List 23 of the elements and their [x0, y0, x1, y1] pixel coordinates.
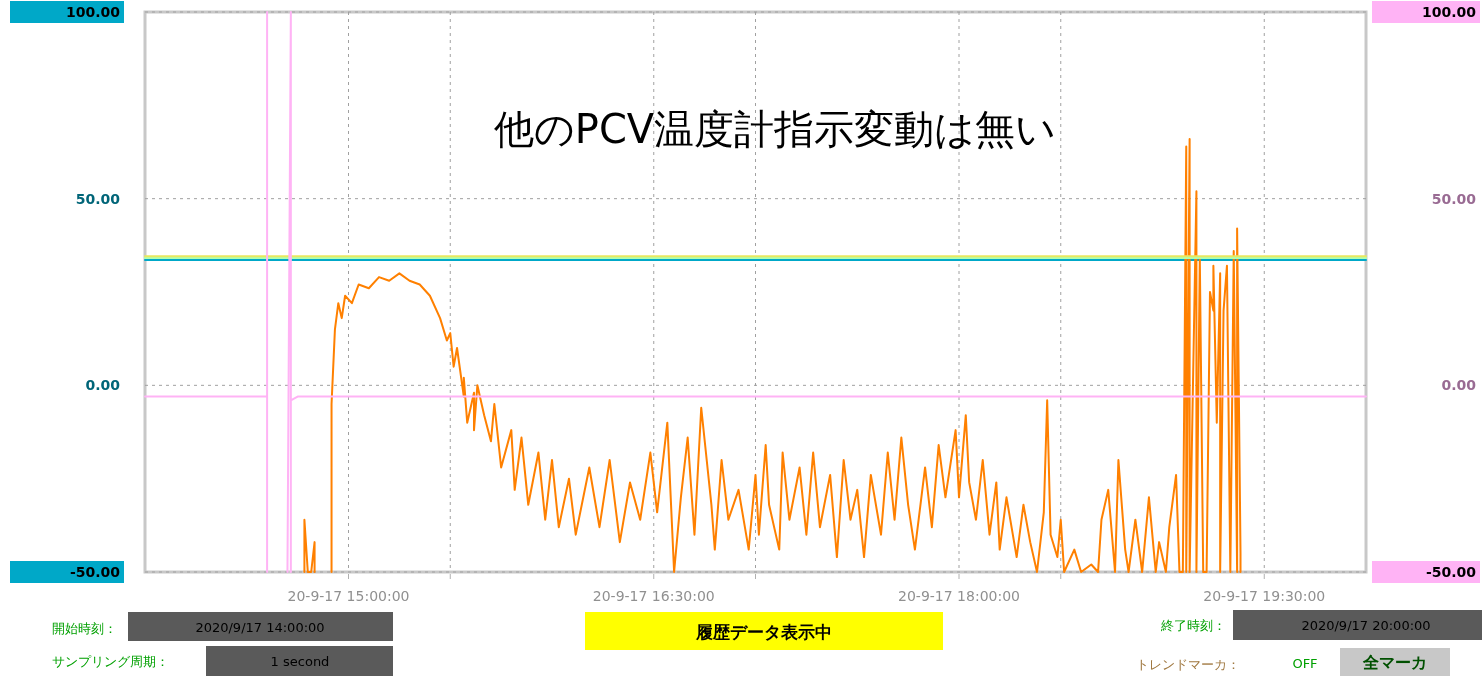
text: トレンドマーカ：: [1136, 657, 1240, 672]
x-tick-label: 20-9-17 19:30:00: [1203, 588, 1326, 604]
y-tick-label: 50.00: [75, 190, 121, 207]
text: 他のPCV温度計指示変動は無い: [493, 106, 1057, 152]
text: 履歴データ表示中: [695, 622, 832, 642]
text: 全マーカ: [1362, 653, 1427, 672]
y2-tick-label: 0.00: [1441, 377, 1477, 394]
x-tick-label: 20-9-17 15:00:00: [287, 588, 410, 604]
text: 終了時刻：: [1160, 618, 1226, 633]
y2-tick-label: 100.00: [1421, 4, 1477, 20]
y-tick-label: -50.00: [69, 564, 121, 580]
text: 2020/9/17 20:00:00: [1301, 618, 1431, 633]
y-tick-label: 0.00: [85, 377, 121, 394]
text: 2020/9/17 14:00:00: [195, 620, 325, 635]
y2-tick-label: -50.00: [1425, 564, 1477, 580]
text: 1 second: [270, 654, 330, 669]
y2-tick-label: 50.00: [1431, 190, 1477, 207]
text: OFF: [1292, 656, 1318, 671]
y-tick-label: 100.00: [65, 4, 121, 20]
x-tick-label: 20-9-17 18:00:00: [898, 588, 1020, 604]
x-tick-label: 20-9-17 16:30:00: [592, 588, 715, 604]
text: サンプリング周期：: [52, 654, 169, 669]
text: 開始時刻：: [52, 621, 117, 636]
